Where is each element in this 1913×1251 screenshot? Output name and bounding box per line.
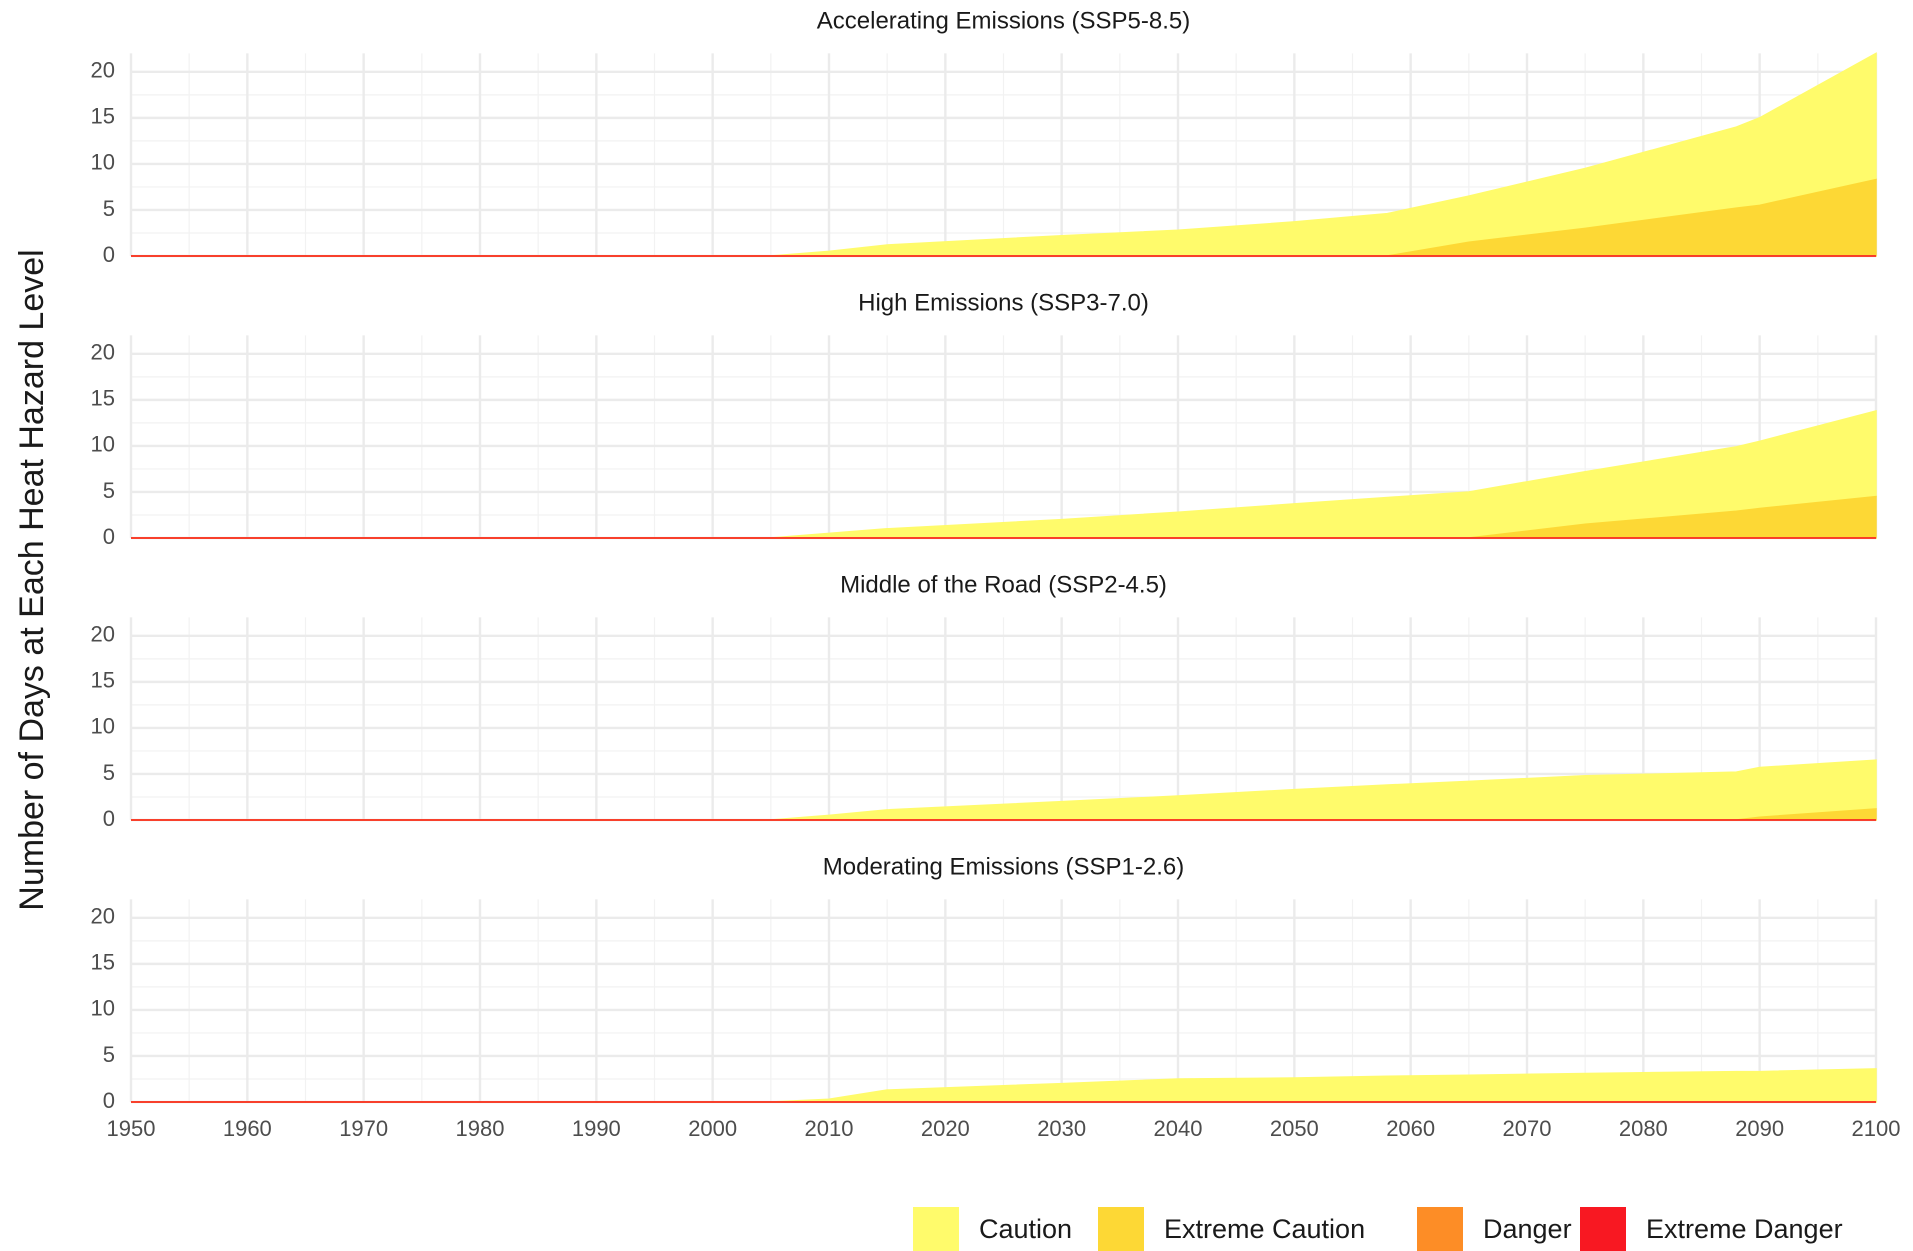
y-tick-label: 20 — [91, 340, 115, 365]
y-tick-label: 15 — [91, 950, 115, 975]
y-tick-label: 5 — [103, 196, 115, 221]
y-tick-label: 0 — [103, 242, 115, 267]
y-tick-label: 0 — [103, 806, 115, 831]
x-tick-label: 2040 — [1154, 1116, 1203, 1141]
x-tick-label: 1960 — [223, 1116, 272, 1141]
x-tick-label: 2100 — [1852, 1116, 1901, 1141]
panel-title: Middle of the Road (SSP2-4.5) — [840, 571, 1167, 598]
x-tick-label: 2030 — [1037, 1116, 1086, 1141]
legend-label: Danger — [1483, 1214, 1572, 1244]
y-tick-label: 15 — [91, 668, 115, 693]
y-tick-label: 15 — [91, 104, 115, 129]
legend-label: Extreme Danger — [1646, 1214, 1843, 1244]
legend-label: Caution — [979, 1214, 1072, 1244]
y-tick-label: 0 — [103, 524, 115, 549]
legend-swatch — [1580, 1207, 1626, 1251]
x-tick-label: 2080 — [1619, 1116, 1668, 1141]
x-tick-label: 2010 — [805, 1116, 854, 1141]
x-tick-label: 2050 — [1270, 1116, 1319, 1141]
x-tick-label: 2070 — [1503, 1116, 1552, 1141]
y-axis-label: Number of Days at Each Heat Hazard Level — [13, 249, 51, 910]
y-tick-label: 20 — [91, 904, 115, 929]
x-tick-label: 2020 — [921, 1116, 970, 1141]
legend-swatch — [913, 1207, 959, 1251]
y-tick-label: 5 — [103, 760, 115, 785]
x-tick-label: 2060 — [1386, 1116, 1435, 1141]
legend-label: Extreme Caution — [1164, 1214, 1365, 1244]
legend-swatch — [1098, 1207, 1144, 1251]
y-tick-label: 0 — [103, 1088, 115, 1113]
x-tick-label: 1950 — [107, 1116, 156, 1141]
x-tick-label: 2090 — [1735, 1116, 1784, 1141]
legend-swatch — [1417, 1207, 1463, 1251]
y-tick-label: 20 — [91, 58, 115, 83]
y-tick-label: 10 — [91, 714, 115, 739]
y-tick-label: 5 — [103, 478, 115, 503]
y-tick-label: 10 — [91, 432, 115, 457]
y-tick-label: 15 — [91, 386, 115, 411]
y-tick-label: 10 — [91, 996, 115, 1021]
y-tick-label: 5 — [103, 1042, 115, 1067]
panel-title: Moderating Emissions (SSP1-2.6) — [823, 853, 1184, 880]
x-tick-label: 1990 — [572, 1116, 621, 1141]
x-tick-label: 1970 — [339, 1116, 388, 1141]
panel-title: High Emissions (SSP3-7.0) — [858, 289, 1149, 316]
panel-title: Accelerating Emissions (SSP5-8.5) — [817, 7, 1190, 34]
x-tick-label: 1980 — [456, 1116, 505, 1141]
x-tick-label: 2000 — [688, 1116, 737, 1141]
y-tick-label: 10 — [91, 150, 115, 175]
y-tick-label: 20 — [91, 622, 115, 647]
